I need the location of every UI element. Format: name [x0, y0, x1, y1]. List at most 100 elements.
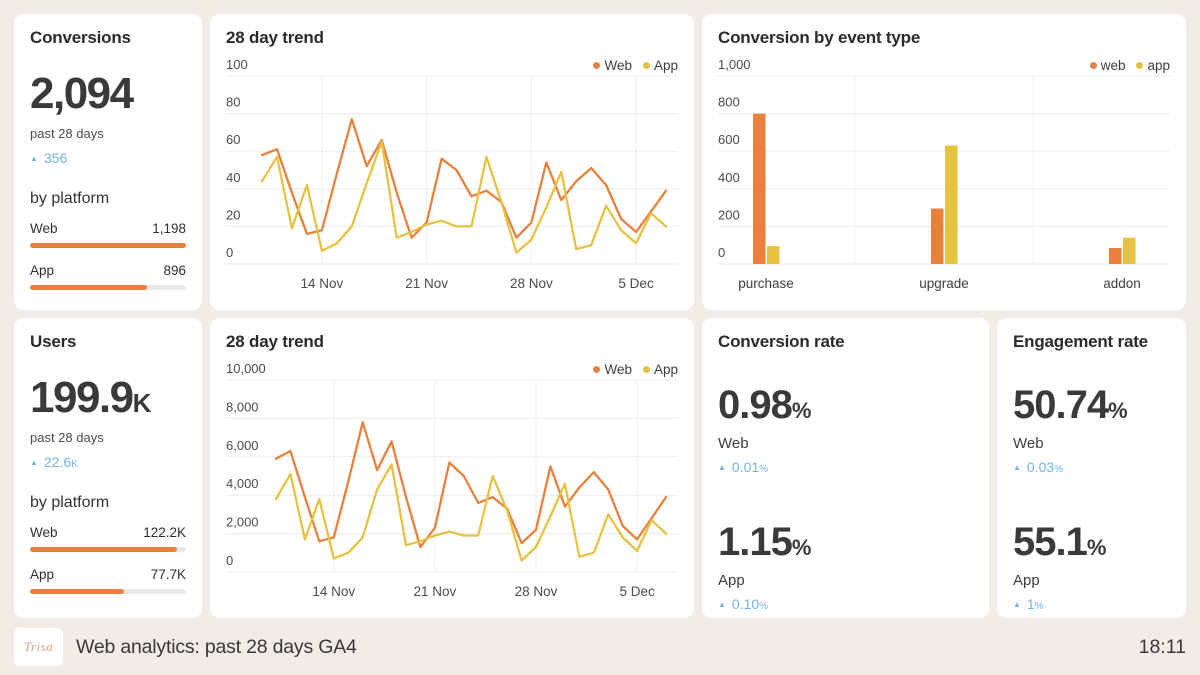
chart-legend: Web App	[593, 362, 678, 377]
svg-text:5 Dec: 5 Dec	[619, 584, 655, 599]
delta-value: 0.10	[731, 596, 760, 612]
users-trend-card: 28 day trend Web App 14 Nov 21 Nov 28 Nov 5…	[210, 318, 694, 618]
metric-unit: %	[1086, 535, 1107, 560]
legend-label-web: web	[1100, 58, 1126, 73]
conversions-total-value: 2,094	[30, 72, 186, 121]
platform-line: App 896	[30, 263, 186, 278]
svg-text:addon: addon	[1103, 276, 1141, 291]
kpi-number: 199.9	[30, 373, 134, 422]
platform-row-app: App 896	[30, 263, 186, 290]
svg-text:upgrade: upgrade	[919, 276, 969, 291]
legend-item-app: App	[642, 58, 678, 73]
metric-unit: %	[791, 535, 812, 560]
metric-number: 1.15	[718, 520, 793, 564]
conversions-line-chart: 14 Nov 21 Nov 28 Nov 5 Dec 0 20 40 60 80 100	[226, 57, 678, 307]
svg-text:10,000: 10,000	[226, 362, 266, 376]
svg-text:400: 400	[718, 170, 740, 185]
legend-item-web: Web	[593, 362, 632, 377]
engagement-rate-web-metric: 50.74% Web ▲ 0.03%	[1013, 384, 1170, 475]
users-line-chart: 14 Nov 21 Nov 28 Nov 5 Dec 0 2,000 4,000 6,000 8…	[226, 361, 678, 615]
conversion-rate-card: Conversion rate 0.98% Web ▲ 0.01% 1.15% A…	[702, 318, 989, 618]
brand-logo: Trisa	[14, 628, 63, 666]
metric-value: 55.1%	[1013, 521, 1170, 569]
up-arrow-icon: ▲	[718, 463, 726, 472]
card-title-engagement-rate: Engagement rate	[1013, 332, 1148, 351]
users-delta: ▲ 22.6K	[30, 454, 186, 470]
platform-row-web: Web 122.2K	[30, 525, 186, 552]
metric-value: 50.74%	[1013, 384, 1170, 432]
delta-value: 1	[1026, 596, 1035, 612]
delta-unit: K	[71, 459, 78, 470]
metric-number: 0.98	[718, 383, 793, 427]
svg-text:60: 60	[226, 132, 240, 147]
by-platform-label: by platform	[30, 190, 110, 207]
card-title-users-trend: 28 day trend	[226, 332, 324, 351]
delta-value: 22.6	[43, 454, 72, 470]
svg-text:5 Dec: 5 Dec	[618, 276, 654, 291]
legend-item-app: app	[1136, 58, 1170, 73]
delta-value: 0.01	[731, 459, 760, 475]
platform-label: App	[30, 567, 55, 582]
legend-label-web: Web	[604, 362, 632, 377]
card-title-conversions: Conversions	[30, 28, 131, 47]
conversions-line-chart-svg: 14 Nov 21 Nov 28 Nov 5 Dec 0 20 40 60 80 100	[226, 57, 678, 291]
platform-bar-track	[30, 589, 186, 594]
up-arrow-icon: ▲	[30, 458, 38, 467]
platform-bar-fill	[30, 589, 124, 594]
svg-text:0: 0	[226, 553, 233, 568]
metric-label: App	[718, 572, 745, 589]
app-series-dot-icon	[1136, 62, 1144, 69]
svg-text:80: 80	[226, 95, 240, 110]
conversions-card: Conversions 2,094 past 28 days ▲ 356 by p…	[14, 14, 202, 310]
metric-number: 55.1	[1013, 520, 1088, 564]
platform-label: App	[30, 263, 55, 278]
svg-text:40: 40	[226, 170, 240, 185]
metric-number: 50.74	[1013, 383, 1109, 427]
platform-line: Web 122.2K	[30, 525, 186, 540]
svg-text:28 Nov: 28 Nov	[515, 584, 558, 599]
metric-unit: %	[791, 398, 812, 423]
platform-label: Web	[30, 221, 58, 236]
svg-text:2,000: 2,000	[226, 515, 259, 530]
delta-unit: %	[759, 464, 769, 475]
metric-delta: ▲ 1%	[1013, 596, 1170, 612]
platform-label: Web	[30, 525, 58, 540]
up-arrow-icon: ▲	[1013, 463, 1021, 472]
platform-bar-track	[30, 243, 186, 248]
metric-unit: %	[1108, 398, 1128, 423]
chart-legend: web app	[1089, 58, 1170, 73]
platform-bar-track	[30, 285, 186, 290]
platform-row-web: Web 1,198	[30, 221, 186, 248]
web-series-dot-icon	[593, 62, 601, 69]
by-platform-label: by platform	[30, 494, 110, 511]
kpi-number: 2,094	[30, 69, 134, 118]
conversion-by-event-bar-chart-svg: 0 200 400 600 800 1,000 purchase upgrade addon	[718, 57, 1170, 291]
svg-text:21 Nov: 21 Nov	[405, 276, 448, 291]
metric-label: Web	[718, 435, 749, 452]
users-total-value: 199.9K	[30, 376, 186, 425]
footer-bar: Trisa Web analytics: past 28 days GA4 18…	[14, 626, 1186, 668]
delta-value: 356	[43, 150, 68, 166]
svg-text:600: 600	[718, 132, 740, 147]
clock: 18:11	[1138, 635, 1186, 658]
metric-delta: ▲ 0.03%	[1013, 459, 1170, 475]
platform-row-app: App 77.7K	[30, 567, 186, 594]
platform-bar-track	[30, 547, 186, 552]
metric-delta: ▲ 0.01%	[718, 459, 973, 475]
svg-text:6,000: 6,000	[226, 438, 259, 453]
platform-line: Web 1,198	[30, 221, 186, 236]
svg-text:0: 0	[226, 245, 233, 260]
platform-value: 1,198	[152, 221, 186, 236]
dashboard-top-row: Conversions 2,094 past 28 days ▲ 356 by p…	[14, 14, 1186, 310]
up-arrow-icon: ▲	[1013, 600, 1021, 609]
metric-value: 0.98%	[718, 384, 973, 432]
engagement-rate-app-metric: 55.1% App ▲ 1%	[1013, 521, 1170, 612]
legend-item-web: web	[1089, 58, 1126, 73]
kpi-period-label: past 28 days	[30, 126, 104, 141]
legend-label-app: app	[1147, 58, 1170, 73]
conversions-delta: ▲ 356	[30, 150, 186, 166]
conversion-rate-web-metric: 0.98% Web ▲ 0.01%	[718, 384, 973, 475]
svg-text:14 Nov: 14 Nov	[312, 584, 355, 599]
chart-legend: Web App	[593, 58, 678, 73]
dashboard-bottom-row: Users 199.9K past 28 days ▲ 22.6K by plat…	[14, 318, 1186, 618]
